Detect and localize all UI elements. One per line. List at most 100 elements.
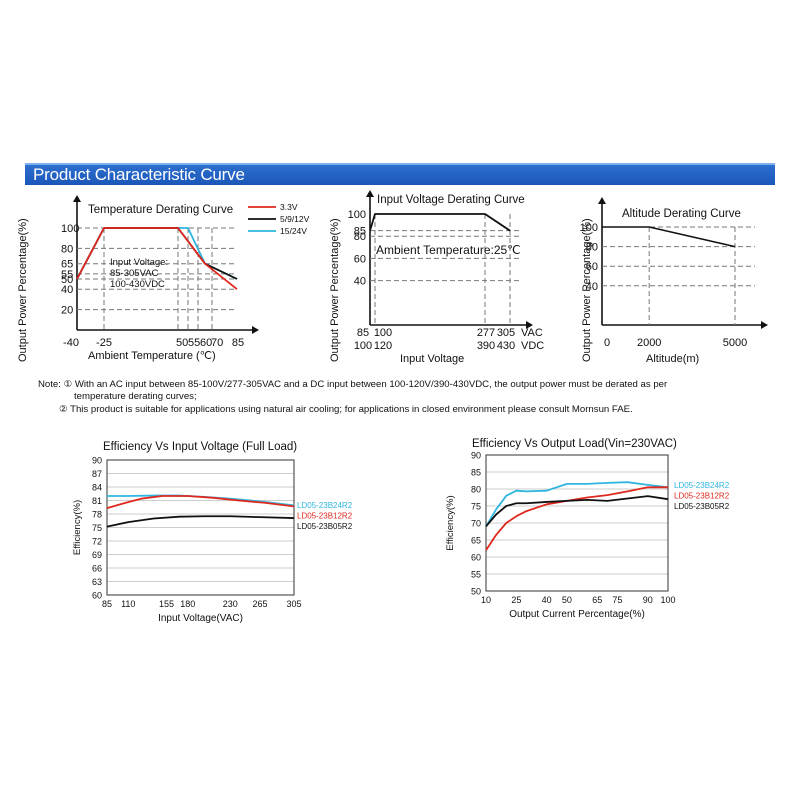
section-banner: Product Characteristic Curve <box>25 163 775 185</box>
chart-title: Temperature Derating Curve <box>88 204 233 216</box>
x-tick-label: 2000 <box>637 337 661 349</box>
x-tick-label: 100 <box>354 340 372 352</box>
x-tick-label: -40 <box>63 337 79 349</box>
x-tick-label: 85 <box>102 599 112 609</box>
y-tick-label: 20 <box>61 305 73 317</box>
series-line <box>76 227 238 290</box>
series-line <box>602 226 736 248</box>
annotation-text: Input Voltage: <box>110 257 168 268</box>
y-axis-arrow <box>598 197 606 204</box>
y-tick-label: 55 <box>61 269 73 281</box>
x-tick-label: 85 <box>232 337 244 349</box>
x-tick-label: 110 <box>121 599 135 609</box>
x-tick-label: 55 <box>188 337 200 349</box>
y-tick-label: 69 <box>92 550 102 560</box>
legend-label: 15/24V <box>280 226 307 236</box>
y-tick-label: 100 <box>61 223 79 235</box>
legend-label: LD05-23B24R2 <box>297 501 353 510</box>
x-tick-label: 100 <box>660 595 675 605</box>
chart-title: Altitude Derating Curve <box>622 208 741 220</box>
x-tick-label: 390 <box>477 340 495 352</box>
x-axis-label: Input Voltage(VAC) <box>158 613 243 624</box>
x-tick-label: 65 <box>592 595 602 605</box>
x-tick-label: 120 <box>374 340 392 352</box>
y-axis-label: Output Power Percentage(%) <box>581 218 593 362</box>
annotation-text: 85-305VAC <box>110 268 159 279</box>
x-tick-label: VAC <box>521 327 543 339</box>
series-line <box>106 515 295 528</box>
section-title: Product Characteristic Curve <box>33 165 245 184</box>
y-tick-label: 85 <box>354 226 366 238</box>
y-axis-arrow <box>366 190 374 197</box>
x-axis-label: Altitude(m) <box>646 353 699 365</box>
y-tick-label: 90 <box>471 451 481 461</box>
x-tick-label: 230 <box>223 599 238 609</box>
annotation-text: 100-430VDC <box>110 279 165 290</box>
x-tick-label: 40 <box>542 595 552 605</box>
y-tick-label: 40 <box>586 281 598 293</box>
x-tick-label: 75 <box>612 595 622 605</box>
y-tick-label: 66 <box>92 564 102 574</box>
y-tick-label: 55 <box>471 570 481 580</box>
x-axis-label: Output Current Percentage(%) <box>509 609 645 620</box>
y-tick-label: 60 <box>354 253 366 265</box>
y-tick-label: 80 <box>471 485 481 495</box>
chart-title: Efficiency Vs Output Load(Vin=230VAC) <box>472 438 677 450</box>
y-tick-label: 60 <box>471 553 481 563</box>
y-tick-label: 72 <box>92 537 102 547</box>
legend-label: LD05-23B24R2 <box>674 481 730 490</box>
y-tick-label: 78 <box>92 510 102 520</box>
note-line-1: Note: ① With an AC input between 85-100V… <box>38 379 668 390</box>
y-axis-label: Output Power Percentage(%) <box>329 218 341 362</box>
x-tick-label: 50 <box>176 337 188 349</box>
y-tick-label: 65 <box>471 536 481 546</box>
x-tick-label: 277 <box>477 327 495 339</box>
x-tick-label: 155 <box>159 599 174 609</box>
x-tick-label: 90 <box>643 595 653 605</box>
y-tick-label: 60 <box>92 591 102 601</box>
plot-frame <box>485 454 669 592</box>
y-tick-label: 80 <box>354 231 366 243</box>
plot-frame <box>106 459 295 596</box>
series-line <box>106 495 295 510</box>
legend-label: LD05-23B12R2 <box>674 492 730 501</box>
x-tick-label: 50 <box>562 595 572 605</box>
x-tick-label: 100 <box>374 327 392 339</box>
x-tick-label: 60 <box>200 337 212 349</box>
y-tick-label: 50 <box>471 587 481 597</box>
x-axis-label: Input Voltage <box>400 353 464 365</box>
legend-label: LD05-23B05R2 <box>674 502 730 511</box>
legend-label: 3.3V <box>280 202 298 212</box>
x-tick-label: 265 <box>252 599 267 609</box>
y-tick-label: 81 <box>92 496 102 506</box>
y-tick-label: 70 <box>471 519 481 529</box>
y-tick-label: 100 <box>348 209 366 221</box>
x-axis-arrow <box>526 321 533 329</box>
x-tick-label: 10 <box>481 595 491 605</box>
y-tick-label: 90 <box>92 456 102 466</box>
y-axis-label: Output Power Percentage(%) <box>17 218 29 362</box>
x-tick-label: 430 <box>497 340 515 352</box>
x-tick-label: 0 <box>604 337 610 349</box>
note-line-3: ② This product is suitable for applicati… <box>59 404 633 415</box>
x-tick-label: 180 <box>180 599 195 609</box>
x-axis-label: Ambient Temperature (℃) <box>88 350 216 362</box>
annotation-text: Ambient Temperature:25℃ <box>376 243 521 257</box>
x-tick-label: 85 <box>357 327 369 339</box>
x-tick-label: 305 <box>286 599 301 609</box>
x-tick-label: 5000 <box>723 337 747 349</box>
legend-label: 5/9/12V <box>280 214 310 224</box>
y-axis-label: Efficiency(%) <box>445 495 456 550</box>
y-tick-label: 40 <box>61 284 73 296</box>
legend-label: LD05-23B05R2 <box>297 522 353 531</box>
y-tick-label: 65 <box>61 259 73 271</box>
x-axis-arrow <box>761 321 768 329</box>
note-line-2: temperature derating curves; <box>74 391 197 402</box>
chart-title: Efficiency Vs Input Voltage (Full Load) <box>103 441 297 453</box>
y-tick-label: 100 <box>580 222 598 234</box>
x-tick-label: VDC <box>521 340 544 352</box>
